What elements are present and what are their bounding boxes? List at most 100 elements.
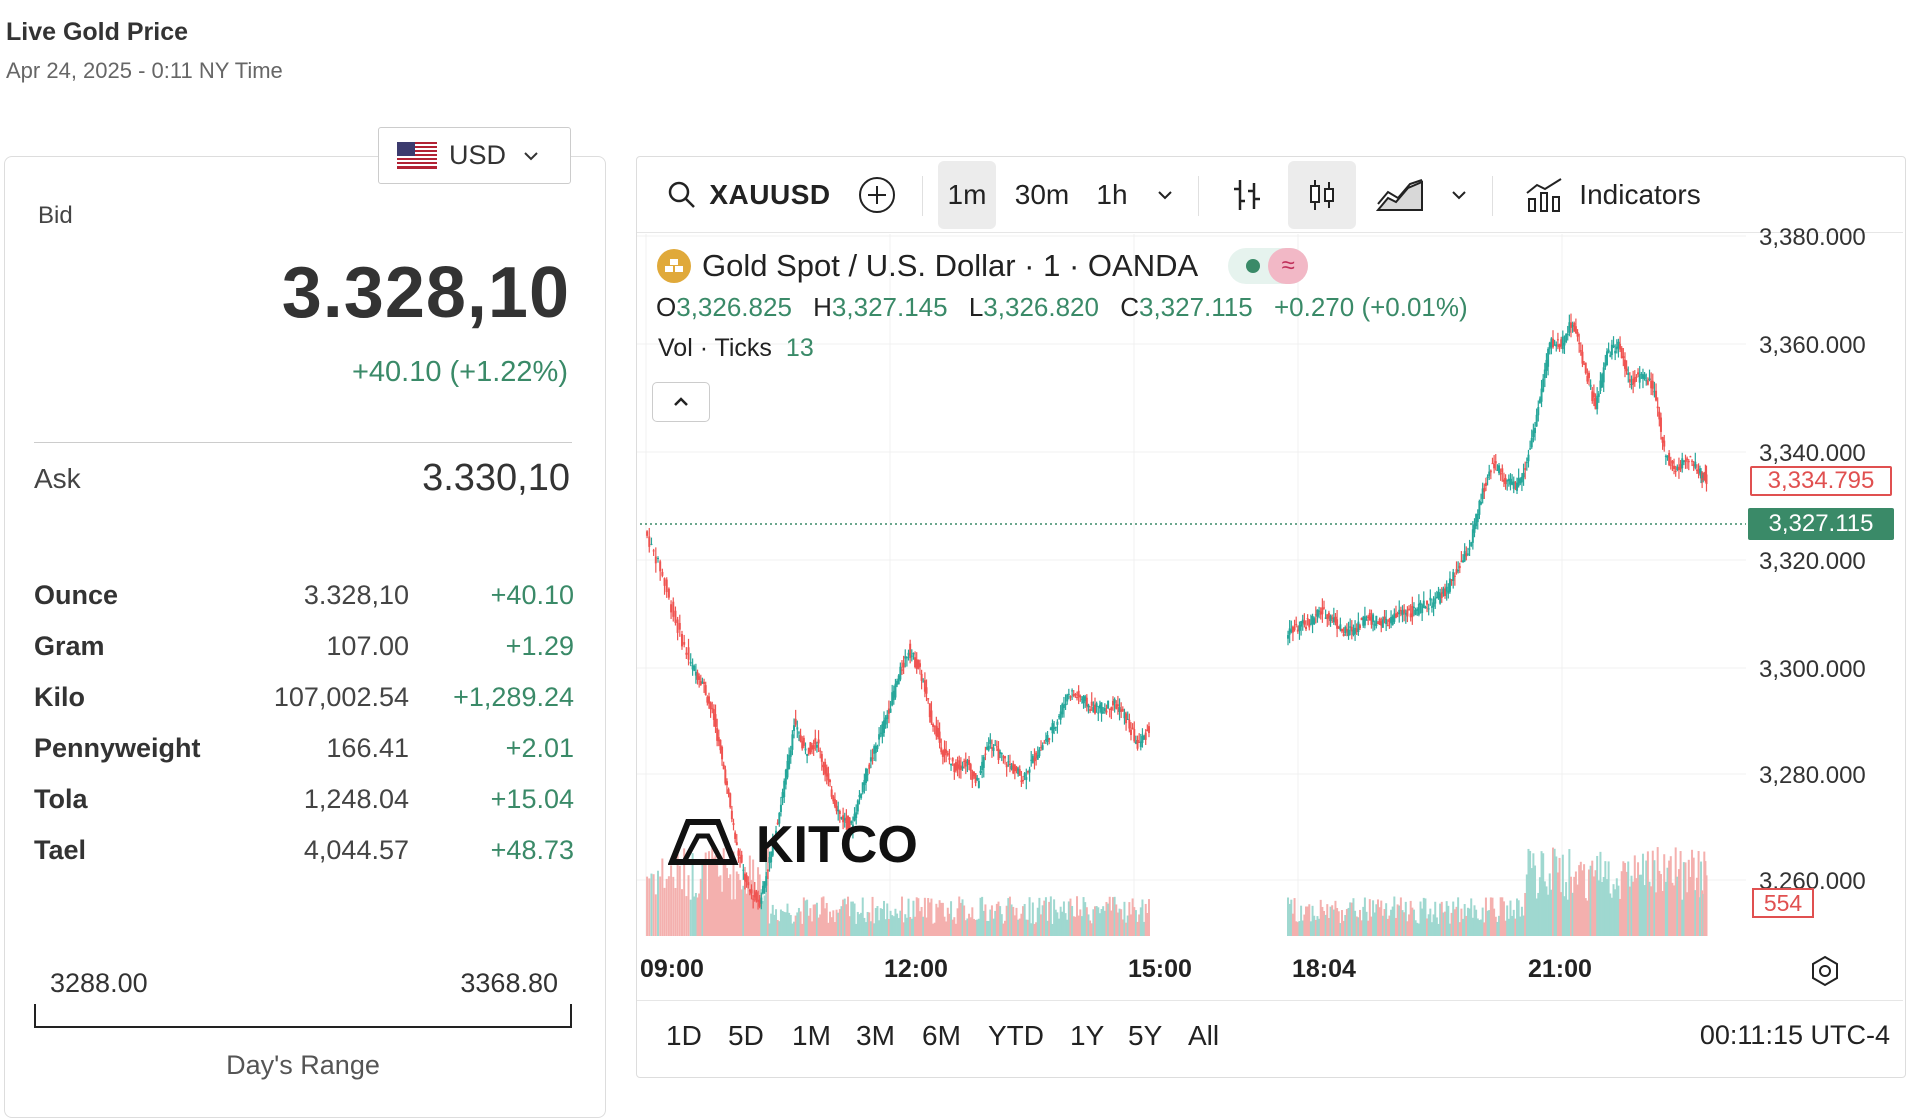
candle-body: [678, 623, 681, 630]
collapse-legend-button[interactable]: [652, 382, 710, 422]
candle-body: [689, 661, 692, 664]
candle-body: [1300, 621, 1303, 627]
range-ytd[interactable]: YTD: [988, 1020, 1044, 1051]
volume-bar: [1311, 905, 1314, 936]
chart-type-dropdown[interactable]: [1444, 161, 1474, 229]
candle-body: [981, 761, 984, 771]
volume-bar: [750, 879, 753, 936]
gear-icon[interactable]: [1808, 954, 1842, 988]
candle-body: [779, 804, 782, 813]
area-chart-type-button[interactable]: [1372, 161, 1428, 229]
volume-bar: [789, 915, 792, 936]
candle-body: [976, 777, 979, 781]
market-status-badge[interactable]: ≈: [1228, 248, 1309, 284]
candle-body: [1610, 344, 1613, 355]
interval-30m[interactable]: 30m: [1014, 179, 1070, 210]
candle-body: [892, 690, 895, 701]
volume-bar: [938, 900, 941, 936]
volume-bar: [1478, 920, 1481, 936]
volume-bar: [1553, 848, 1556, 936]
volume-bar: [740, 889, 743, 936]
volume-bar: [1664, 881, 1667, 936]
candle-body: [945, 749, 948, 753]
volume-bar: [1313, 915, 1316, 936]
candle-body: [1468, 548, 1471, 550]
candle-body: [732, 823, 735, 826]
volume-bar: [990, 905, 993, 936]
candle-body: [932, 724, 935, 727]
volume-bar: [1473, 905, 1476, 936]
range-3m[interactable]: 3M: [856, 1020, 895, 1051]
volume-bar: [1695, 877, 1698, 936]
candle-body: [1144, 732, 1147, 740]
x-tick: 12:00: [884, 955, 948, 983]
candle-body: [1337, 627, 1340, 629]
price-chart[interactable]: [0, 0, 1908, 1086]
volume-bar: [1635, 878, 1638, 936]
candle-body: [943, 748, 946, 756]
volume-bar: [891, 915, 894, 936]
candle-body: [1309, 623, 1312, 625]
candle-chart-type-button[interactable]: [1288, 161, 1356, 229]
candle-body: [745, 875, 748, 883]
volume-bar: [1605, 879, 1608, 936]
candle-body: [850, 821, 853, 823]
interval-dropdown[interactable]: [1150, 161, 1180, 229]
candle-body: [1488, 471, 1491, 477]
volume-bar: [1089, 920, 1092, 936]
unit-change: +40.10: [490, 580, 574, 610]
y-tick: 3,300.000: [1759, 656, 1866, 683]
range-1m[interactable]: 1M: [792, 1020, 831, 1051]
candle-body: [1035, 752, 1038, 759]
candle-body: [1435, 596, 1438, 599]
volume-bar: [953, 917, 956, 936]
volume-bar: [1512, 909, 1515, 936]
volume-bar: [763, 895, 766, 936]
volume-bar: [1399, 897, 1402, 936]
volume-bar: [1560, 892, 1563, 936]
candle-body: [757, 900, 760, 902]
range-6m[interactable]: 6M: [922, 1020, 961, 1051]
candle-body: [1048, 738, 1051, 741]
volume-bar: [1082, 897, 1085, 936]
volume-bar: [1026, 919, 1029, 936]
volume-bar: [1429, 908, 1432, 936]
compare-button[interactable]: [852, 161, 902, 229]
range-5d[interactable]: 5D: [728, 1020, 764, 1051]
candle-body: [1681, 458, 1684, 469]
divider: [34, 442, 572, 443]
currency-select[interactable]: USD: [378, 127, 571, 184]
candle-body: [1529, 448, 1532, 450]
candle-body: [1422, 600, 1425, 608]
candle-body: [1434, 598, 1437, 604]
volume-bar: [1116, 912, 1119, 936]
volume-bar: [1038, 897, 1041, 936]
bar-chart-type-button[interactable]: [1222, 161, 1272, 229]
candle-body: [819, 750, 822, 752]
range-1y[interactable]: 1Y: [1070, 1020, 1105, 1051]
interval-1m[interactable]: 1m: [938, 161, 996, 229]
range-1d[interactable]: 1D: [666, 1020, 702, 1051]
volume-bar: [1365, 911, 1368, 936]
volume-bar: [1306, 906, 1309, 936]
range-all[interactable]: All: [1188, 1020, 1220, 1051]
candle-body: [1406, 610, 1409, 617]
candle-body: [1329, 615, 1332, 622]
volume-bar: [1012, 906, 1015, 936]
indicators-button[interactable]: Indicators: [1518, 161, 1708, 229]
candle-body: [837, 809, 840, 812]
candle-body: [1051, 723, 1054, 734]
candle-body: [990, 747, 993, 749]
volume-bar: [855, 923, 858, 936]
candle-body: [1342, 634, 1345, 636]
volume-bar: [829, 911, 832, 936]
volume-bar: [656, 870, 659, 936]
candle-body: [1427, 608, 1430, 610]
candle-body: [707, 696, 710, 704]
symbol-search[interactable]: XAUUSD: [660, 161, 838, 229]
volume-bar: [1143, 921, 1146, 936]
range-5y[interactable]: 5Y: [1128, 1020, 1163, 1051]
volume-bar: [1087, 914, 1090, 936]
volume-bar: [917, 898, 920, 936]
interval-1h[interactable]: 1h: [1096, 179, 1128, 210]
